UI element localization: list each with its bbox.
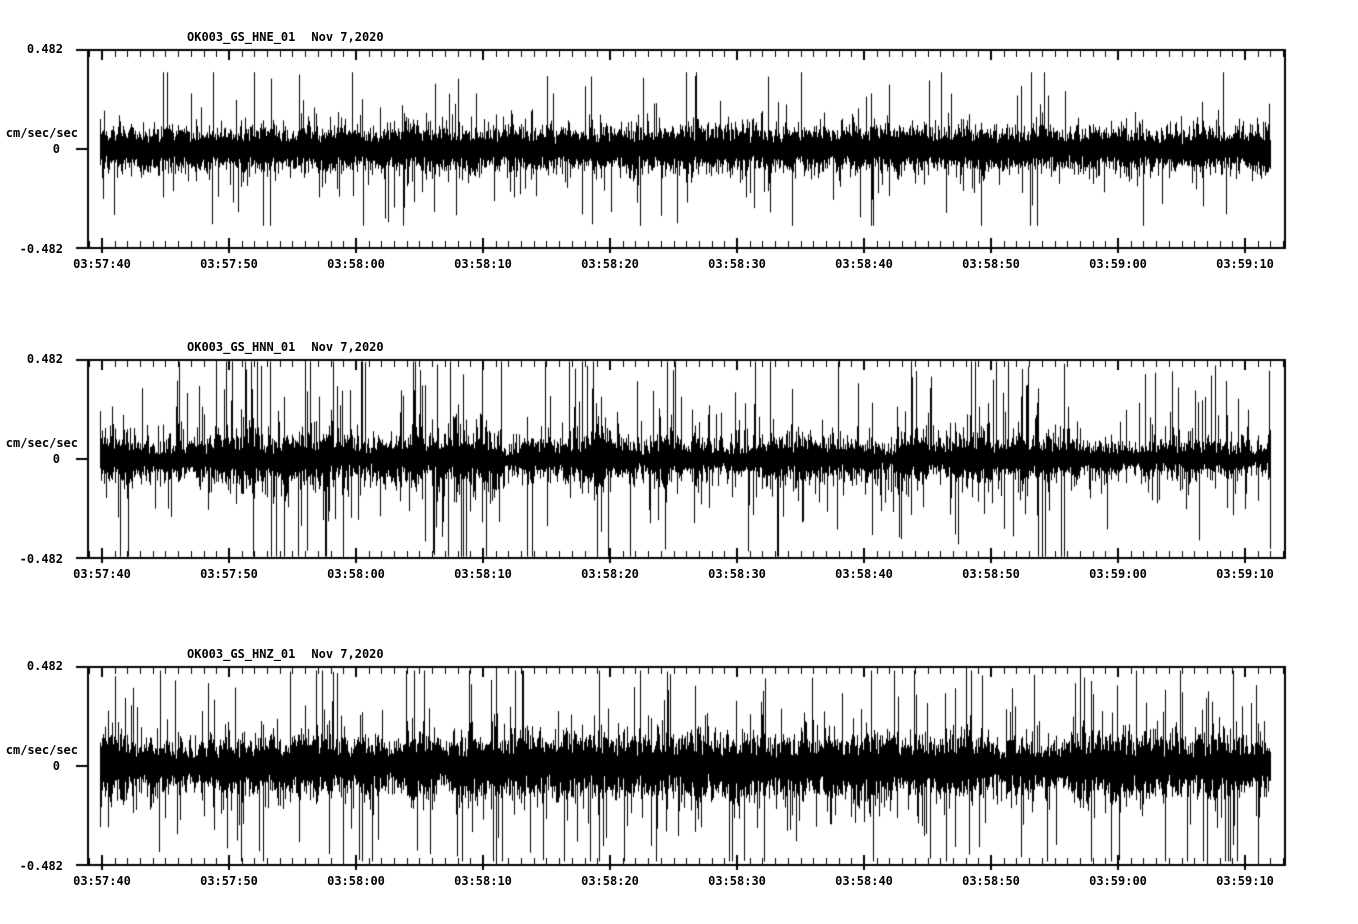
x-tick-label: 03:59:10: [1216, 257, 1274, 271]
x-tick-label: 03:58:50: [962, 567, 1020, 581]
panel-title-row: OK003_GS_HNN_01 Nov 7,2020: [187, 338, 384, 356]
y-tick-label-min: -0.482: [19, 859, 63, 873]
x-tick-label: 03:58:00: [327, 874, 385, 888]
y-tick-label-zero: 0: [52, 452, 60, 466]
y-axis-unit-label: cm/sec/sec: [5, 126, 78, 140]
panel-date: Nov 7,2020: [311, 30, 384, 44]
x-tick-label: 03:57:50: [200, 874, 258, 888]
x-tick-label: 03:58:40: [835, 257, 893, 271]
x-tick-label: 03:57:40: [73, 874, 131, 888]
x-tick-label: 03:58:20: [581, 567, 639, 581]
panel-title: OK003_GS_HNZ_01: [187, 647, 296, 661]
x-tick-label: 03:58:30: [708, 257, 766, 271]
x-tick-label: 03:58:30: [708, 874, 766, 888]
x-tick-label: 03:59:10: [1216, 567, 1274, 581]
y-axis-unit-label: cm/sec/sec: [5, 436, 78, 450]
y-tick-label-max: 0.482: [26, 659, 63, 673]
x-tick-label: 03:58:40: [835, 567, 893, 581]
y-axis-unit-label: cm/sec/sec: [5, 743, 78, 757]
x-tick-label: 03:58:10: [454, 567, 512, 581]
y-tick-label-max: 0.482: [26, 352, 63, 366]
x-tick-label: 03:58:00: [327, 257, 385, 271]
x-tick-label: 03:58:20: [581, 874, 639, 888]
y-tick-label-zero: 0: [52, 142, 60, 156]
x-tick-label: 03:58:10: [454, 257, 512, 271]
x-tick-label: 03:58:50: [962, 874, 1020, 888]
panel-title: OK003_GS_HNE_01: [187, 30, 296, 44]
panel-title: OK003_GS_HNN_01: [187, 340, 296, 354]
x-tick-label: 03:58:30: [708, 567, 766, 581]
y-tick-label-max: 0.482: [26, 42, 63, 56]
x-tick-label: 03:58:00: [327, 567, 385, 581]
x-tick-label: 03:59:00: [1089, 257, 1147, 271]
x-tick-label: 03:59:00: [1089, 874, 1147, 888]
x-tick-label: 03:58:50: [962, 257, 1020, 271]
panel-date: Nov 7,2020: [311, 647, 384, 661]
panel-title-row: OK003_GS_HNZ_01 Nov 7,2020: [187, 645, 384, 663]
x-tick-label: 03:58:40: [835, 874, 893, 888]
y-tick-label-min: -0.482: [19, 242, 63, 256]
x-tick-label: 03:58:20: [581, 257, 639, 271]
x-tick-label: 03:57:50: [200, 567, 258, 581]
x-tick-label: 03:59:10: [1216, 874, 1274, 888]
y-tick-label-zero: 0: [52, 759, 60, 773]
x-tick-label: 03:59:00: [1089, 567, 1147, 581]
x-tick-label: 03:57:40: [73, 257, 131, 271]
panel-title-row: OK003_GS_HNE_01 Nov 7,2020: [187, 28, 384, 46]
x-tick-label: 03:57:40: [73, 567, 131, 581]
x-tick-label: 03:57:50: [200, 257, 258, 271]
panel-date: Nov 7,2020: [311, 340, 384, 354]
y-tick-label-min: -0.482: [19, 552, 63, 566]
x-tick-label: 03:58:10: [454, 874, 512, 888]
